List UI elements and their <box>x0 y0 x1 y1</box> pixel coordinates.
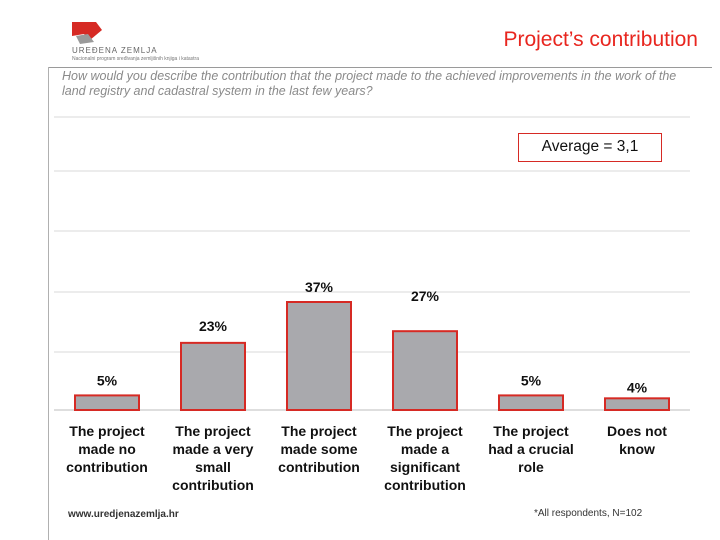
category-label: made a very <box>173 441 254 457</box>
bar-2 <box>180 341 246 411</box>
bar-5 <box>498 394 564 411</box>
survey-question: How would you describe the contribution … <box>62 69 677 98</box>
category-label: made some <box>280 441 357 457</box>
category-label: made a <box>401 441 449 457</box>
category-label: The project <box>493 423 569 439</box>
category-label: significant <box>390 459 460 475</box>
category-label: small <box>195 459 231 475</box>
slide-title: Project’s contribution <box>503 28 698 51</box>
value-label: 23% <box>199 318 228 334</box>
value-labels: 5% 23% 37% 27% 5% 4% <box>97 279 648 395</box>
category-label: made no <box>78 441 136 457</box>
logo-name: UREĐENA ZEMLJA <box>72 46 158 55</box>
logo-arrow-icon <box>72 22 102 40</box>
category-label: contribution <box>278 459 360 475</box>
category-label: contribution <box>172 477 254 493</box>
value-label: 5% <box>521 372 542 388</box>
logo-tagline: Nacionalni program sređivanja zemljišnih… <box>72 56 200 62</box>
category-label: Does not <box>607 423 667 439</box>
category-label: The project <box>69 423 145 439</box>
grid-lines <box>54 116 690 411</box>
value-label: 27% <box>411 288 440 304</box>
value-label: 4% <box>627 379 648 395</box>
footer-note: *All respondents, N=102 <box>534 508 643 519</box>
category-label: role <box>518 459 544 475</box>
logo-arrow-shadow-icon <box>76 34 94 44</box>
value-label: 37% <box>305 279 334 295</box>
category-label: The project <box>281 423 357 439</box>
category-label: contribution <box>66 459 148 475</box>
average-annotation: Average = 3,1 <box>518 133 662 162</box>
category-label: The project <box>175 423 251 439</box>
header-divider <box>48 67 712 68</box>
category-label: The project <box>387 423 463 439</box>
category-label: know <box>619 441 655 457</box>
bar-1 <box>74 394 140 411</box>
footer-url[interactable]: www.uredjenazemlja.hr <box>68 509 179 520</box>
left-divider <box>48 67 49 540</box>
uredena-zemlja-logo <box>72 22 102 44</box>
value-label: 5% <box>97 372 118 388</box>
category-labels: The project made no contribution The projec… <box>66 423 667 493</box>
category-label: had a crucial <box>488 441 574 457</box>
category-label: contribution <box>384 477 466 493</box>
bar-6 <box>604 397 670 411</box>
bar-4 <box>392 330 458 411</box>
bars <box>74 301 670 411</box>
bar-3 <box>286 301 352 411</box>
